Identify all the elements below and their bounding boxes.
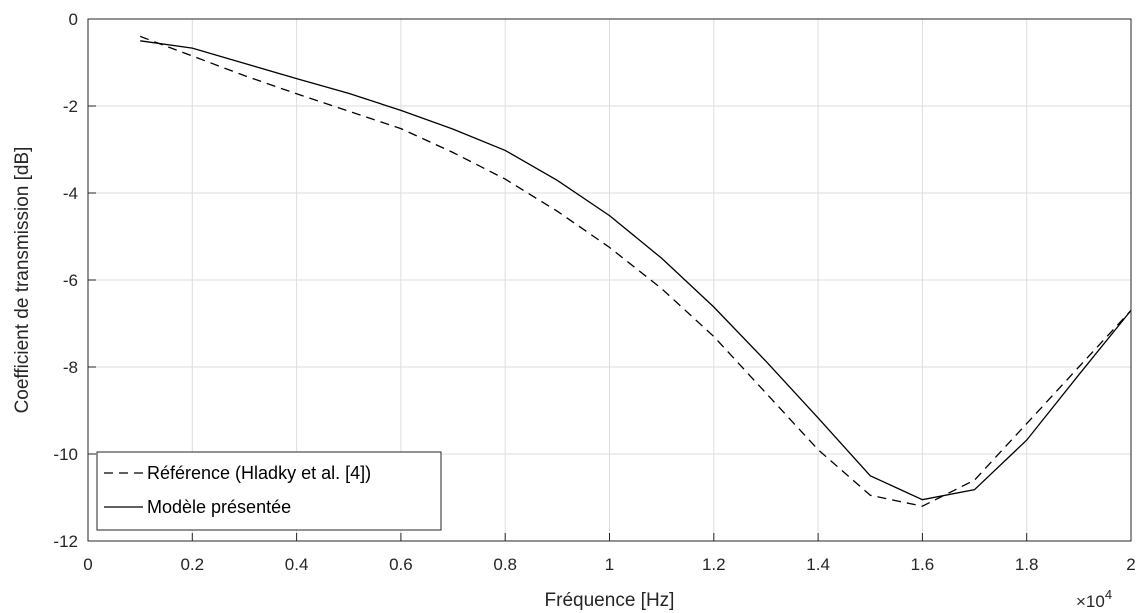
axis-ticks bbox=[87, 18, 1132, 542]
series-line-model bbox=[140, 40, 1132, 501]
x-tick-label: 1.6 bbox=[911, 555, 935, 574]
legend: Référence (Hladky et al. [4]) Modèle pré… bbox=[96, 451, 442, 531]
y-tick-label: -6 bbox=[63, 271, 78, 290]
x-tick-label: 1.2 bbox=[702, 555, 726, 574]
y-tick-label: -12 bbox=[53, 532, 78, 551]
legend-box bbox=[96, 451, 442, 531]
x-tick-label: 0 bbox=[83, 555, 92, 574]
x-tick-label: 0.6 bbox=[389, 555, 413, 574]
y-axis-label: Coefficient de transmission [dB] bbox=[12, 147, 33, 414]
x-axis-multiplier-base: ×10 bbox=[1076, 592, 1105, 611]
series-line-reference bbox=[139, 35, 1132, 507]
x-tick-label: 0.2 bbox=[180, 555, 204, 574]
x-axis-label: Fréquence [Hz] bbox=[545, 590, 675, 611]
y-tick-label: -10 bbox=[53, 445, 78, 464]
tick-labels: 0 0.2 0.4 0.6 0.8 1 1.2 1.4 1.6 1.8 2 0 -2 -4 -6 -8 -10 -… bbox=[53, 10, 1135, 574]
legend-label-model: Modèle présentée bbox=[147, 497, 291, 517]
x-tick-label: 1 bbox=[605, 555, 614, 574]
y-tick-label: -4 bbox=[63, 184, 78, 203]
series-layer bbox=[139, 35, 1132, 507]
y-tick-label: -2 bbox=[63, 97, 78, 116]
x-axis-multiplier-exponent: 4 bbox=[1105, 587, 1112, 602]
y-tick-label: 0 bbox=[69, 10, 78, 29]
x-tick-label: 1.8 bbox=[1015, 555, 1039, 574]
legend-label-reference: Référence (Hladky et al. [4]) bbox=[147, 463, 371, 483]
y-tick-label: -8 bbox=[63, 358, 78, 377]
x-tick-label: 0.4 bbox=[285, 555, 309, 574]
x-tick-label: 2 bbox=[1126, 555, 1135, 574]
x-tick-label: 0.8 bbox=[493, 555, 517, 574]
x-tick-label: 1.4 bbox=[806, 555, 830, 574]
x-axis-multiplier: ×104 bbox=[1076, 587, 1112, 611]
